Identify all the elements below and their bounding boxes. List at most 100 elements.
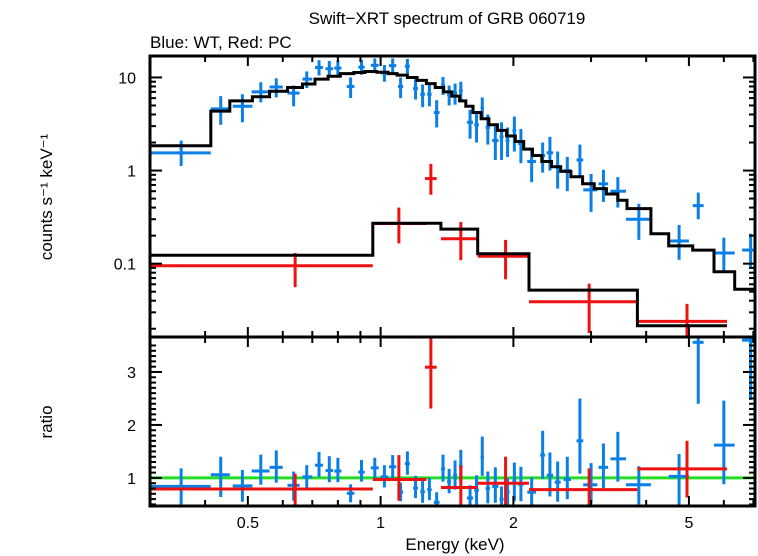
series-pc-data <box>150 163 728 337</box>
data-point <box>346 77 355 99</box>
x-tick-label: 0.5 <box>237 515 259 532</box>
data-point <box>598 169 609 202</box>
data-point <box>420 84 425 108</box>
data-point <box>583 173 598 212</box>
data-point <box>576 398 584 474</box>
y-tick-label: 0.1 <box>114 257 136 274</box>
data-point <box>453 460 458 490</box>
ratio-y-ticks: 3 2 1 <box>127 344 755 506</box>
data-point <box>480 436 484 476</box>
data-point <box>540 430 546 479</box>
data-point <box>424 163 437 195</box>
data-point <box>447 468 452 494</box>
data-point <box>529 468 638 506</box>
data-point <box>576 144 584 177</box>
model-step-line <box>150 70 755 291</box>
data-point <box>546 136 554 171</box>
data-point <box>433 100 440 128</box>
data-point <box>150 473 373 506</box>
data-point <box>370 58 379 72</box>
data-point <box>325 456 334 483</box>
data-point <box>251 82 270 103</box>
data-point <box>150 253 373 288</box>
upper-y-axis-label: counts s⁻¹ keV⁻¹ <box>37 133 56 260</box>
data-point <box>389 58 397 74</box>
data-point <box>692 192 704 220</box>
data-point <box>232 469 253 502</box>
chart-title: Swift−XRT spectrum of GRB 060719 <box>309 9 586 28</box>
data-point <box>372 207 427 244</box>
data-point <box>413 79 418 100</box>
data-point <box>668 225 689 260</box>
data-point <box>492 467 499 503</box>
ratio-x-ticks: 0.5 1 2 5 <box>149 337 755 532</box>
series-wt-ratio <box>150 337 755 506</box>
data-point <box>287 471 300 501</box>
chart-subtitle: Blue: WT, Red: PC <box>150 33 292 52</box>
data-point <box>269 450 283 483</box>
ratio-panel: 0.5 1 2 5 3 2 1 <box>127 335 757 532</box>
data-point <box>714 237 735 272</box>
data-point <box>598 443 609 488</box>
data-point <box>440 465 478 506</box>
data-point <box>637 440 728 498</box>
data-point <box>742 233 755 268</box>
data-point <box>512 116 517 152</box>
spectrum-panel: 10 1 0.1 <box>114 54 757 339</box>
series-pc-model <box>150 221 727 328</box>
model-step-line <box>150 221 727 328</box>
data-point <box>433 492 440 506</box>
data-point <box>637 303 728 337</box>
data-point <box>692 337 704 404</box>
data-point <box>474 111 479 143</box>
data-point <box>358 459 365 482</box>
series-pc-ratio <box>150 337 728 506</box>
data-point <box>389 455 397 478</box>
data-point <box>420 481 425 503</box>
y-tick-label: 2 <box>127 418 136 435</box>
y-tick-label: 1 <box>127 164 136 181</box>
data-point <box>424 337 437 409</box>
data-point <box>325 61 334 77</box>
data-point <box>610 431 626 482</box>
data-point <box>467 109 474 139</box>
data-point <box>372 455 427 501</box>
data-point <box>315 60 323 76</box>
y-tick-label: 10 <box>118 70 136 87</box>
data-point <box>315 451 323 477</box>
x-axis-label: Energy (keV) <box>405 535 504 554</box>
data-point <box>714 400 735 485</box>
data-point <box>499 486 504 506</box>
series-wt-model <box>150 70 755 291</box>
spectrum-plot-area <box>150 58 755 337</box>
data-point <box>477 456 530 506</box>
data-point <box>492 126 499 160</box>
data-point <box>529 283 638 333</box>
data-point <box>625 466 651 505</box>
data-point <box>499 122 504 160</box>
lower-y-axis-label: ratio <box>37 405 56 438</box>
data-point <box>485 471 490 504</box>
data-point <box>302 465 313 488</box>
ratio-frame <box>148 335 757 508</box>
x-tick-label: 2 <box>509 515 518 532</box>
data-point <box>453 83 458 105</box>
y-tick-label: 3 <box>127 365 136 382</box>
data-point <box>404 58 410 74</box>
data-point <box>370 457 379 478</box>
data-point <box>334 60 342 76</box>
data-point <box>440 454 446 482</box>
data-point <box>554 461 561 502</box>
ratio-plot-area <box>150 337 755 506</box>
data-point <box>474 475 479 505</box>
x-tick-label: 1 <box>376 515 385 532</box>
x-tick-label: 5 <box>684 515 693 532</box>
data-point <box>610 177 626 208</box>
data-point <box>427 84 432 107</box>
data-point <box>527 477 536 506</box>
data-point <box>232 94 253 123</box>
data-point <box>398 77 404 99</box>
data-point <box>150 468 211 505</box>
data-point <box>404 451 410 475</box>
